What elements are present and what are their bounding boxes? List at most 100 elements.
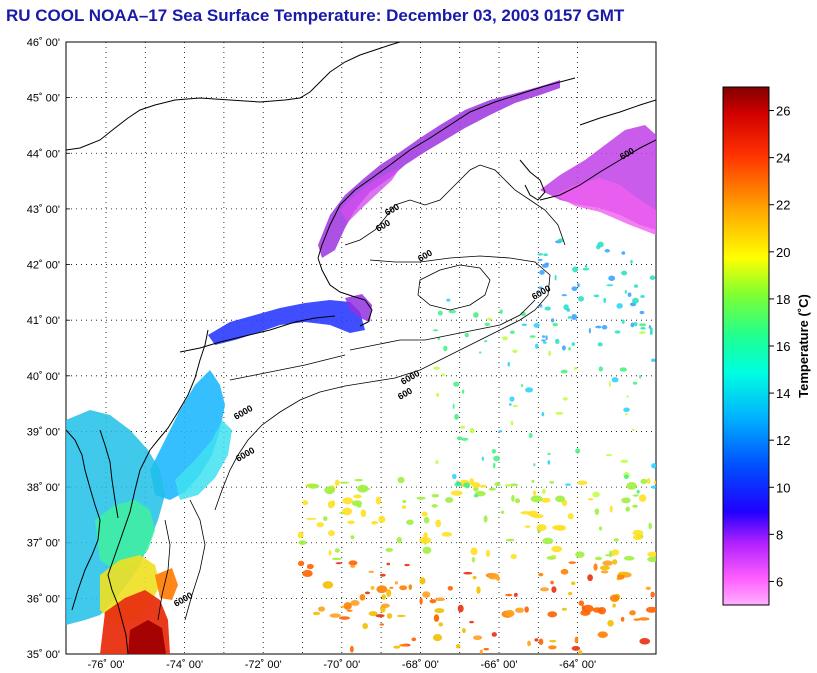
sst-speck bbox=[473, 635, 483, 641]
sst-speck bbox=[450, 490, 463, 496]
coastline-maine bbox=[317, 77, 576, 259]
sst-speck bbox=[432, 634, 443, 642]
coastline-carolina bbox=[107, 574, 129, 654]
sst-speck bbox=[561, 607, 567, 611]
sst-speck bbox=[541, 335, 546, 338]
sst-speck bbox=[429, 599, 437, 604]
sst-speck bbox=[389, 586, 394, 589]
sst-speck bbox=[364, 591, 371, 595]
colorbar-gradient bbox=[722, 86, 770, 606]
sst-speck bbox=[298, 540, 307, 545]
sst-speck bbox=[327, 530, 335, 537]
sst-speck bbox=[513, 592, 518, 597]
sst-speck bbox=[640, 326, 646, 330]
colorbar-tick-label: 24 bbox=[776, 151, 790, 166]
sst-speck bbox=[561, 294, 567, 297]
sst-speck bbox=[535, 343, 539, 349]
sst-speck bbox=[603, 297, 607, 303]
sst-speck bbox=[533, 490, 537, 496]
sst-speck bbox=[533, 463, 536, 467]
sst-speck bbox=[419, 577, 426, 585]
bathymetry-contours bbox=[157, 164, 566, 621]
sst-speck bbox=[621, 497, 631, 504]
sst-speck bbox=[312, 611, 321, 616]
sst-speck bbox=[476, 586, 481, 594]
sst-speck bbox=[302, 569, 313, 577]
sst-speck bbox=[597, 631, 608, 638]
sst-speck bbox=[575, 448, 581, 454]
sst-speck bbox=[543, 253, 549, 257]
sst-speck bbox=[483, 647, 490, 651]
sst-speck bbox=[639, 323, 647, 327]
sst-speck bbox=[612, 559, 618, 565]
sst-speck bbox=[650, 591, 655, 598]
sst-speck bbox=[305, 517, 317, 520]
sst-speck bbox=[646, 477, 651, 484]
sst-speck bbox=[334, 479, 340, 487]
sst-speck bbox=[624, 413, 628, 416]
sst-speck bbox=[509, 330, 515, 334]
colorbar-ticks: 26 24 22 20 18 16 14 12 10 8 6 bbox=[769, 104, 790, 589]
colorbar-tick-label: 14 bbox=[776, 386, 790, 401]
sst-speck bbox=[443, 345, 448, 352]
sst-speck bbox=[370, 585, 375, 590]
colorbar: 26 24 22 20 18 16 14 12 10 8 6 Temperature (˚C) bbox=[722, 86, 811, 606]
sst-speck bbox=[634, 284, 638, 288]
sst-speck bbox=[446, 298, 451, 302]
sst-speck bbox=[571, 645, 581, 651]
sst-speck bbox=[541, 488, 546, 494]
latitude-label: 39˚ 00' bbox=[27, 426, 60, 438]
sst-speck bbox=[573, 366, 578, 370]
sst-speck bbox=[515, 607, 524, 613]
sst-speck bbox=[362, 622, 369, 630]
sst-speck bbox=[548, 645, 557, 650]
sst-speck bbox=[499, 309, 503, 314]
sst-speck bbox=[472, 481, 481, 489]
sst-speck bbox=[530, 495, 543, 503]
sst-speck bbox=[349, 645, 354, 653]
sst-speck bbox=[545, 335, 548, 341]
sst-speck bbox=[541, 263, 549, 268]
coastline-longisland bbox=[179, 315, 336, 353]
sst-speck bbox=[328, 550, 332, 556]
sst-speck bbox=[541, 497, 551, 503]
sst-speck bbox=[452, 473, 457, 479]
sst-speck bbox=[601, 325, 608, 330]
longitude-label: -66˚ 00' bbox=[481, 659, 518, 671]
coastline bbox=[66, 42, 656, 654]
sst-speck bbox=[593, 563, 598, 571]
sst-speck bbox=[630, 322, 635, 328]
sst-speck bbox=[354, 478, 363, 482]
longitude-label: -64˚ 00' bbox=[559, 659, 596, 671]
sst-speck bbox=[551, 586, 557, 593]
sst-speck bbox=[486, 317, 492, 321]
sst-speck bbox=[624, 289, 627, 294]
sst-speck bbox=[419, 597, 423, 605]
sst-speck bbox=[456, 436, 463, 441]
sst-speck bbox=[473, 312, 479, 318]
sst-speck bbox=[550, 580, 554, 585]
coastline-delmarva bbox=[107, 449, 151, 576]
sst-speck bbox=[379, 623, 385, 626]
sst-speck bbox=[632, 381, 638, 385]
sst-speck bbox=[381, 594, 386, 600]
sst-speck bbox=[557, 238, 564, 243]
sst-speck bbox=[479, 484, 487, 488]
sst-speck bbox=[547, 611, 558, 618]
contour-600-south bbox=[157, 519, 171, 621]
sst-speck bbox=[594, 508, 600, 515]
sst-speck bbox=[386, 562, 391, 566]
contour-6000-south bbox=[184, 499, 206, 621]
latitude-label: 44˚ 00' bbox=[27, 148, 60, 160]
sst-speck bbox=[525, 387, 534, 393]
sst-speck bbox=[324, 486, 336, 495]
coastline-fundy bbox=[519, 159, 546, 201]
sst-speck bbox=[509, 483, 519, 487]
sst-speck bbox=[571, 286, 578, 291]
sst-speck bbox=[498, 430, 503, 433]
sst-speck bbox=[471, 556, 475, 563]
sst-speck bbox=[568, 561, 577, 564]
sst-speck bbox=[604, 248, 610, 253]
sst-speck bbox=[331, 557, 342, 561]
sst-speck bbox=[520, 384, 524, 388]
